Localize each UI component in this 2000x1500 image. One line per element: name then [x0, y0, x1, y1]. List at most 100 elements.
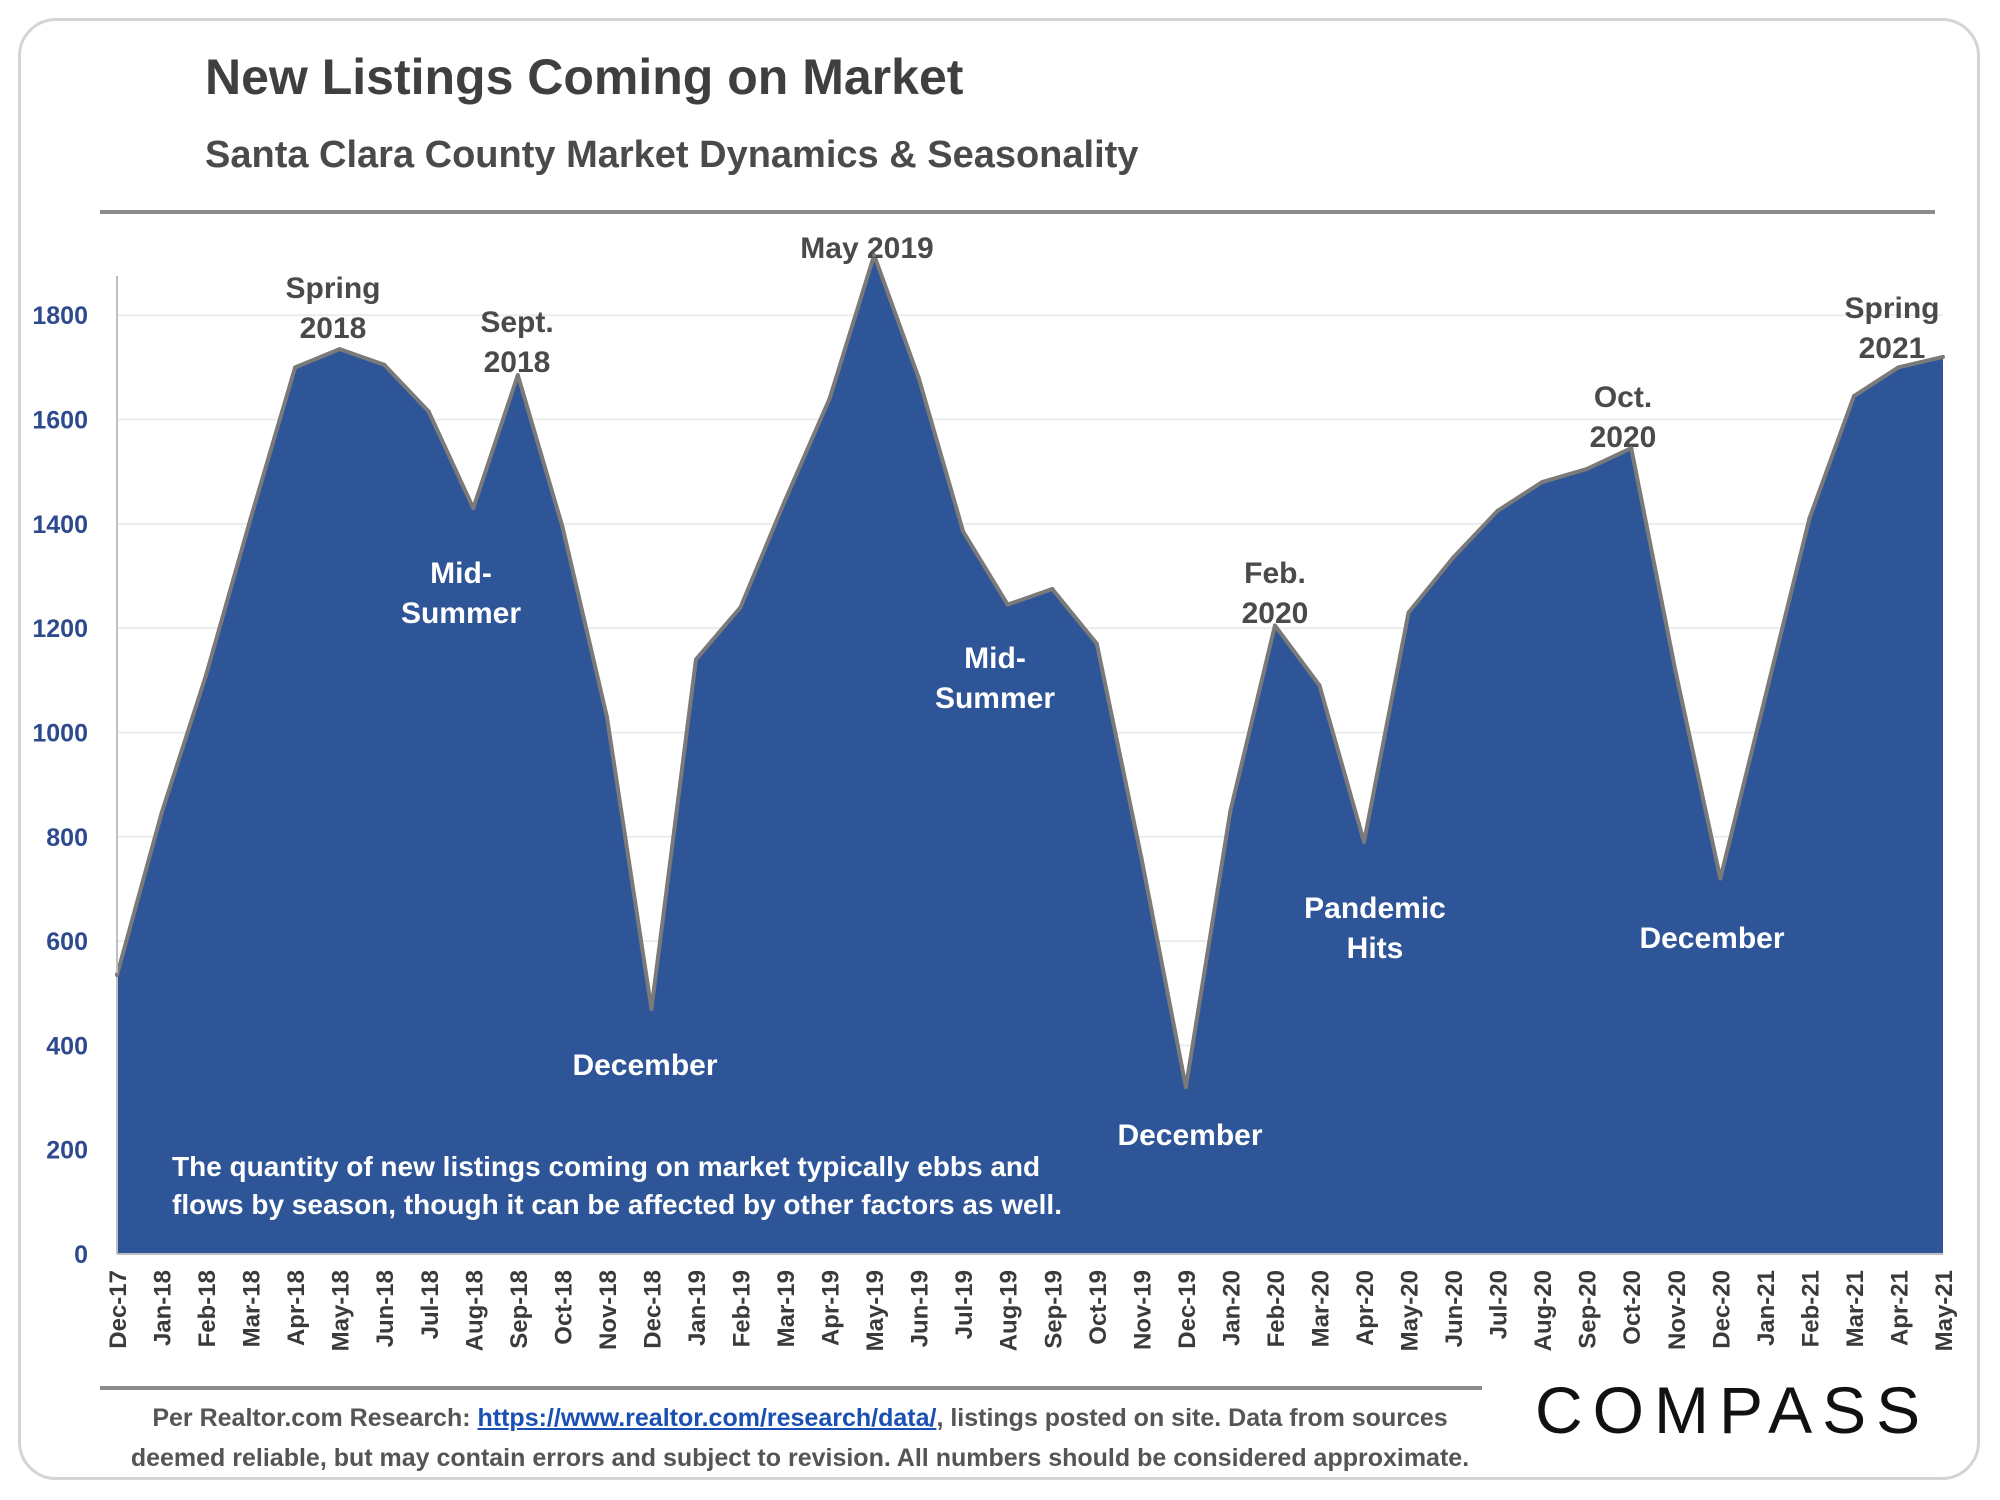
x-tick-label: Apr-20: [1352, 1270, 1379, 1346]
x-tick-label: Dec-20: [1708, 1270, 1735, 1349]
series-line: [115, 253, 1944, 1090]
annotation-label: Summer: [935, 682, 1055, 715]
x-tick-label: Dec-17: [105, 1270, 132, 1349]
annotation-label: 2018: [300, 312, 367, 345]
footer-divider: [100, 1386, 1482, 1390]
data-point: [1807, 516, 1812, 521]
x-tick-label: Jun-19: [907, 1270, 934, 1347]
x-tick-label: May-19: [862, 1270, 889, 1351]
annotation-label: 2021: [1859, 332, 1926, 365]
x-tick-label: Mar-21: [1842, 1270, 1869, 1347]
data-point: [560, 524, 565, 529]
x-tick-label: Apr-18: [283, 1270, 310, 1346]
footer-suffix: , listings posted on site. Data from sou…: [936, 1404, 1448, 1432]
x-tick-label: Aug-19: [996, 1270, 1023, 1351]
data-point: [1272, 623, 1277, 628]
data-point: [1762, 696, 1767, 701]
annotation-label: Oct.: [1594, 381, 1652, 414]
x-tick-label: Aug-20: [1530, 1270, 1557, 1351]
data-point: [1050, 587, 1055, 592]
data-point: [1362, 839, 1367, 844]
title-divider: [100, 210, 1935, 214]
annotation-label: Sept.: [480, 306, 553, 339]
x-tick-label: Mar-20: [1307, 1270, 1334, 1347]
annotation-label: 2020: [1590, 421, 1657, 454]
x-tick-label: Aug-18: [461, 1270, 488, 1351]
series-area: [117, 255, 1943, 1255]
data-point: [115, 972, 119, 977]
data-point: [1851, 394, 1856, 399]
data-point: [1941, 354, 1945, 359]
annotation-label: December: [1639, 922, 1784, 955]
annotation-label: Spring: [1845, 292, 1940, 325]
x-tick-label: Sep-18: [506, 1270, 533, 1349]
x-tick-label: Nov-19: [1129, 1270, 1156, 1350]
x-tick-label: Oct-20: [1619, 1270, 1646, 1345]
data-point: [1139, 855, 1144, 860]
y-tick-label: 1600: [32, 407, 88, 435]
data-point: [649, 1006, 654, 1011]
y-tick-label: 200: [46, 1137, 88, 1165]
data-points: [115, 253, 1945, 1090]
data-point: [1451, 555, 1456, 560]
x-tick-label: Sep-19: [1040, 1270, 1067, 1349]
x-tick-label: Dec-19: [1174, 1270, 1201, 1349]
chart-title: New Listings Coming on Market: [205, 49, 964, 105]
x-tick-label: Sep-20: [1575, 1270, 1602, 1349]
x-tick-label: Jul-18: [417, 1270, 444, 1339]
x-tick-label: Oct-19: [1085, 1270, 1112, 1345]
y-tick-label: 0: [74, 1241, 88, 1269]
y-tick-label: 800: [46, 824, 88, 852]
data-point: [1629, 446, 1634, 451]
annotation-label: May 2019: [800, 232, 933, 265]
source-footer: Per Realtor.com Research: https://www.re…: [110, 1398, 1490, 1478]
data-point: [1896, 365, 1901, 370]
x-tick-label: May-21: [1931, 1270, 1958, 1351]
x-tick-label: Mar-18: [239, 1270, 266, 1347]
data-point: [1718, 876, 1723, 881]
footer-prefix: Per Realtor.com Research:: [152, 1404, 478, 1432]
data-point: [426, 409, 431, 414]
data-point: [1540, 480, 1545, 485]
annotation-label: Spring: [286, 272, 381, 305]
data-point: [248, 516, 253, 521]
data-point: [515, 373, 520, 378]
annotation-label: December: [1117, 1119, 1262, 1152]
x-tick-label: Jan-20: [1218, 1270, 1245, 1346]
y-tick-label: 1000: [32, 719, 88, 747]
x-tick-label: Feb-18: [194, 1270, 221, 1347]
data-point: [916, 375, 921, 380]
data-point: [382, 362, 387, 367]
annotation-label: Mid-: [430, 557, 492, 590]
x-tick-label: Jul-20: [1486, 1270, 1513, 1339]
chart-note: The quantity of new listings coming on m…: [172, 1148, 1122, 1224]
x-tick-label: Feb-20: [1263, 1270, 1290, 1347]
annotation-label: Mid-: [964, 642, 1026, 675]
source-link[interactable]: https://www.realtor.com/research/data/: [477, 1404, 937, 1432]
data-point: [471, 506, 476, 511]
data-point: [783, 498, 788, 503]
x-tick-label: Jun-20: [1441, 1270, 1468, 1347]
data-point: [693, 657, 698, 662]
x-tick-label: May-18: [328, 1270, 355, 1351]
annotation-label: Feb.: [1244, 557, 1306, 590]
data-point: [1673, 670, 1678, 675]
x-tick-label: Nov-20: [1664, 1270, 1691, 1350]
axes: [116, 276, 1943, 1255]
x-tick-label: Jun-18: [372, 1270, 399, 1347]
x-tick-label: Apr-19: [818, 1270, 845, 1346]
chart-note-line1: The quantity of new listings coming on m…: [172, 1151, 1041, 1182]
x-tick-label: Jan-21: [1753, 1270, 1780, 1346]
footer-line1: Per Realtor.com Research: https://www.re…: [110, 1398, 1490, 1438]
data-point: [961, 529, 966, 534]
data-point: [1317, 683, 1322, 688]
data-point: [827, 396, 832, 401]
x-tick-label: May-20: [1397, 1270, 1424, 1351]
data-point: [1228, 808, 1233, 813]
y-tick-labels: 0 200 400 600 800 1000 1200 1400 1600 1800: [32, 302, 88, 1269]
y-tick-label: 1400: [32, 511, 88, 539]
x-tick-label: Nov-18: [595, 1270, 622, 1350]
x-tick-label: Jan-19: [684, 1270, 711, 1346]
